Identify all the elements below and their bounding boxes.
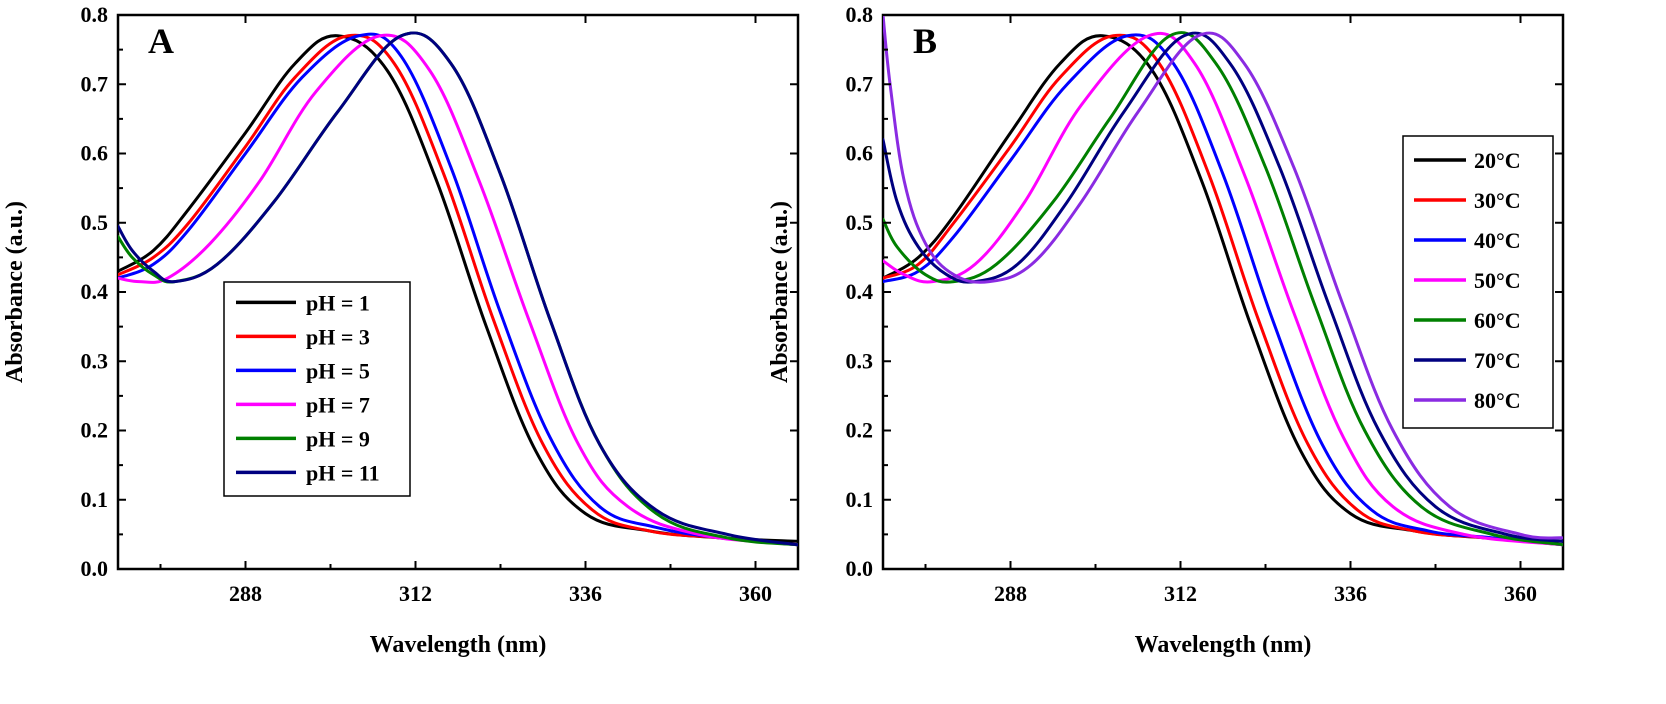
chart-panel-b: 288 312 336 3600.00.10.20.30.40.50.60.70.8 … [767,2,1565,658]
x-tick-label: 288 [229,581,262,606]
plot-frame [116,13,800,571]
y-tick-label: 0.2 [81,418,109,443]
legend: pH = 1 pH = 3 pH = 5 pH = 7 pH = 9 pH = 11 [223,281,411,497]
x-axis-label: Wavelength (nm) [370,632,547,658]
x-tick-label: 336 [1334,581,1367,606]
y-tick-label: 0.3 [846,348,874,373]
x-tick-label: 312 [1164,581,1197,606]
legend-label: pH = 7 [306,392,370,417]
y-tick-label: 0.3 [81,348,109,373]
y-tick-label: 0.6 [81,141,109,166]
legend-label: 40°C [1474,228,1521,253]
y-tick-label: 0.8 [846,2,874,27]
legend-label: 60°C [1474,308,1521,333]
x-tick-label: 288 [994,581,1027,606]
legend-label: 80°C [1474,388,1521,413]
y-tick-label: 0.5 [81,210,109,235]
legend-label: 70°C [1474,348,1521,373]
series-line-1 [118,34,798,543]
y-tick-label: 0.4 [81,279,109,304]
legend-label: pH = 11 [306,460,380,485]
legend-label: 20°C [1474,148,1521,173]
x-tick-label: 360 [739,581,772,606]
x-tick-label: 360 [1504,581,1537,606]
legend-label: pH = 9 [306,426,370,451]
series-line-7 [883,15,1563,540]
y-tick-label: 0.7 [81,71,109,96]
x-tick-label: 336 [569,581,602,606]
legend-label: 30°C [1474,188,1521,213]
y-tick-label: 0.5 [846,210,874,235]
series-layer [118,31,798,547]
legend-box [223,281,411,497]
legend: 20°C 30°C 40°C 50°C 60°C 70°C 80°C [1402,135,1554,429]
series-line-3 [883,33,1563,547]
series-line-2 [883,33,1563,547]
y-tick-label: 0.0 [81,556,109,581]
tick-layer: 288 312 336 360 0.0 0.1 0.2 0.3 0.4 0.5 0.6 0.7 0.8 [846,2,1563,606]
legend-label: pH = 3 [306,324,370,349]
panel-label: B [913,21,937,61]
series-line-5 [118,31,798,547]
y-tick-label: 0.6 [846,141,874,166]
chart-panel-a: 288 312 336 3600.00.10.20.30.40.50.60.70.8 … [2,2,800,658]
y-tick-label: 0.1 [81,487,109,512]
y-tick-label: 0.7 [846,71,874,96]
series-line-6 [883,31,1563,543]
y-tick-label: 0.4 [846,279,874,304]
series-line-6 [118,31,798,547]
tick-layer: 288 312 336 360 0.0 0.1 0.2 0.3 0.4 0.5 0.6 0.7 0.8 [81,2,798,606]
x-tick-label: 312 [399,581,432,606]
y-axis-label: Absorbance (a.u.) [2,201,28,383]
series-layer [883,15,1563,547]
legend-box [1402,135,1554,429]
y-tick-label: 0.0 [846,556,874,581]
legend-label: pH = 5 [306,358,370,383]
y-tick-label: 0.8 [81,2,109,27]
series-line-4 [118,33,798,547]
y-axis-label: Absorbance (a.u.) [767,201,793,383]
y-tick-label: 0.2 [846,418,874,443]
x-axis-label: Wavelength (nm) [1135,632,1312,658]
panel-label: A [148,21,174,61]
legend-label: 50°C [1474,268,1521,293]
y-tick-label: 0.1 [846,487,874,512]
series-line-2 [118,33,798,547]
series-line-3 [118,32,798,547]
legend-label: pH = 1 [306,290,370,315]
